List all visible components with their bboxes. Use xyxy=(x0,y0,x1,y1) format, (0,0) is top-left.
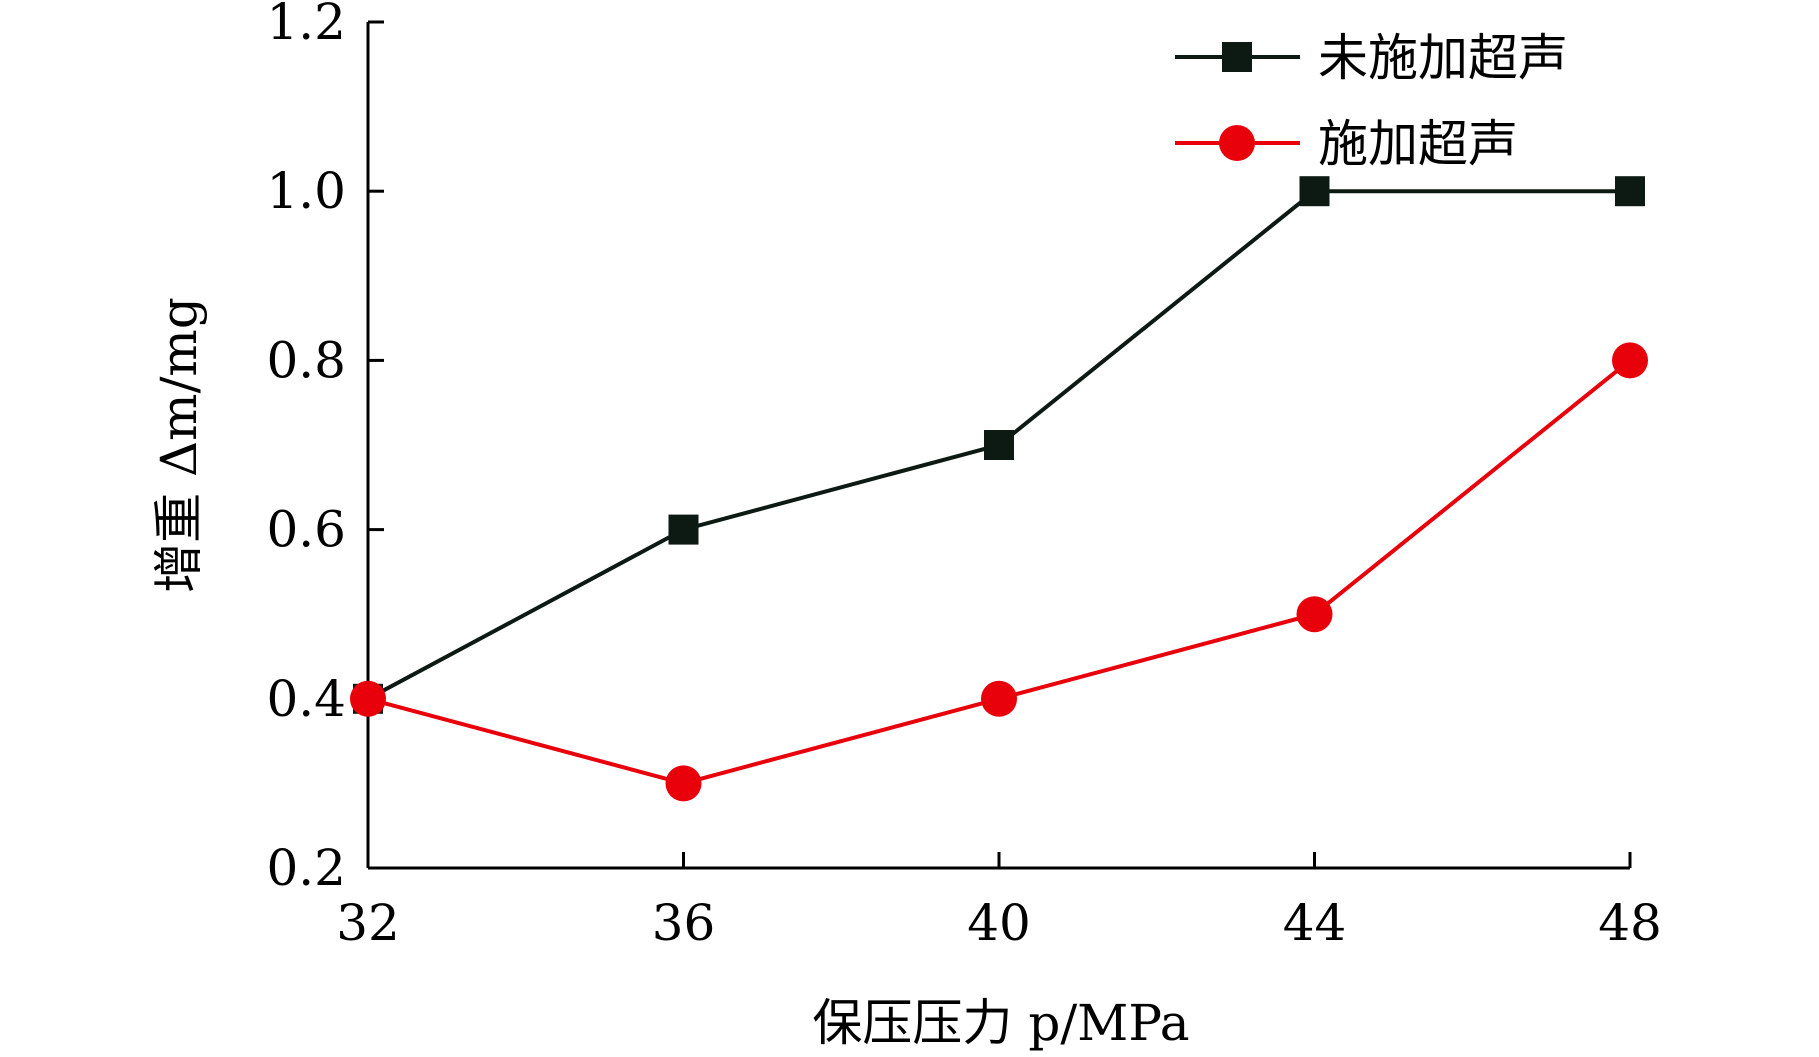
y-tick-label: 0.6 xyxy=(266,501,346,559)
x-axis-title: 保压压力 p/MPa xyxy=(812,994,1189,1052)
y-tick-label: 1.0 xyxy=(266,162,346,220)
x-tick-label: 32 xyxy=(336,894,400,952)
y-ticks: 0.2 0.4 0.6 0.8 1.0 1.2 xyxy=(266,0,384,897)
legend-label-1: 施加超声 xyxy=(1318,115,1518,173)
y-tick-label: 0.2 xyxy=(266,839,346,897)
series-1-point xyxy=(665,765,702,802)
legend-label-0: 未施加超声 xyxy=(1318,29,1568,87)
series-line-1 xyxy=(367,358,1632,786)
x-tick-label: 44 xyxy=(1283,894,1347,952)
series-0-point xyxy=(668,514,699,545)
series-1-point xyxy=(350,680,386,717)
legend-marker-0 xyxy=(1222,42,1252,72)
y-tick-label: 0.4 xyxy=(266,670,346,728)
x-tick-label: 48 xyxy=(1598,894,1662,952)
series-0-point xyxy=(1299,176,1330,207)
series-1-point xyxy=(1296,596,1333,633)
y-tick-label: 1.2 xyxy=(266,0,346,51)
x-tick-label: 40 xyxy=(967,894,1031,952)
series-0-point xyxy=(1615,176,1645,207)
y-axis-title: 增重 Δm/mg xyxy=(150,297,208,593)
series-0-point xyxy=(984,430,1014,460)
x-ticks: 32 36 40 44 48 xyxy=(336,852,1662,952)
series-group xyxy=(350,176,1648,802)
legend-marker-1 xyxy=(1219,125,1255,161)
series-1-point xyxy=(1612,342,1648,379)
y-tick-label: 0.8 xyxy=(266,331,346,389)
series-1-point xyxy=(981,680,1017,717)
x-tick-label: 36 xyxy=(652,894,716,952)
